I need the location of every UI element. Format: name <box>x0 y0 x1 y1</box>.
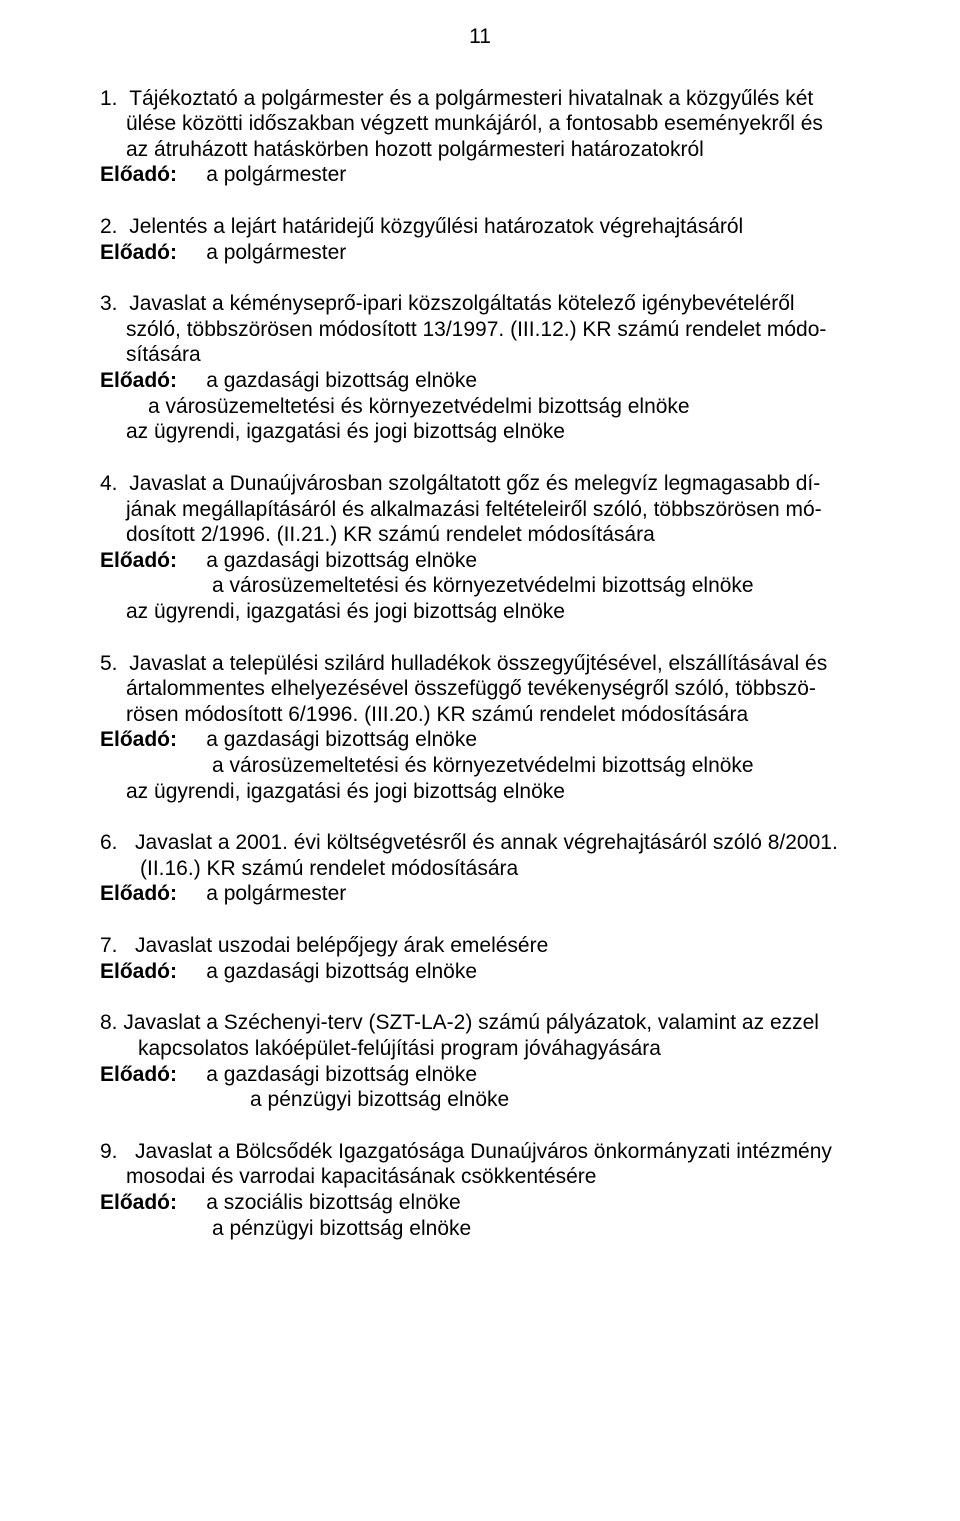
presenter-prefix: Előadó: <box>100 728 177 751</box>
item-title-line: Javaslat a Bölcsődék Igazgatósága Dunaúj… <box>135 1140 832 1163</box>
agenda-item-2: 2. Jelentés a lejárt határidejű közgyűlé… <box>100 214 860 265</box>
item-title-line: sítására <box>100 342 860 368</box>
presenter-prefix: Előadó: <box>100 882 177 905</box>
presenter-name: a polgármester <box>206 163 346 186</box>
item-title-line: jának megállapításáról és alkalmazási fe… <box>100 497 860 523</box>
item-number: 2. <box>100 215 118 238</box>
item-title-line: mosodai és varrodai kapacitásának csökke… <box>100 1164 860 1190</box>
presenter-prefix: Előadó: <box>100 1063 177 1086</box>
presenter-name: a gazdasági bizottság elnöke <box>206 549 477 572</box>
item-title-line: Javaslat uszodai belépőjegy árak emelésé… <box>135 934 548 957</box>
presenter-name: a polgármester <box>206 241 346 264</box>
presenter-prefix: Előadó: <box>100 163 177 186</box>
presenter-name: a pénzügyi bizottság elnöke <box>100 1216 860 1242</box>
presenter-name: a polgármester <box>206 882 346 905</box>
presenter-name: az ügyrendi, igazgatási és jogi bizottsá… <box>100 599 860 625</box>
item-number: 6. <box>100 831 118 854</box>
agenda-item-4: 4. Javaslat a Dunaújvárosban szolgáltato… <box>100 471 860 625</box>
presenter-name: a gazdasági bizottság elnöke <box>206 369 477 392</box>
presenter-name: a városüzemeltetési és környezetvédelmi … <box>100 394 860 420</box>
item-number: 9. <box>100 1140 118 1163</box>
item-title-line: (II.16.) KR számú rendelet módosítására <box>100 856 860 882</box>
agenda-item-7: 7. Javaslat uszodai belépőjegy árak emel… <box>100 933 860 984</box>
agenda-item-8: 8. Javaslat a Széchenyi-terv (SZT-LA-2) … <box>100 1010 860 1112</box>
item-title-line: Javaslat a Dunaújvárosban szolgáltatott … <box>129 472 820 495</box>
presenter-prefix: Előadó: <box>100 241 177 264</box>
agenda-item-6: 6. Javaslat a 2001. évi költségvetésről … <box>100 830 860 907</box>
item-number: 7. <box>100 934 118 957</box>
item-title-line: Javaslat a Széchenyi-terv (SZT-LA-2) szá… <box>123 1011 819 1034</box>
item-title-line: az átruházott hatáskörben hozott polgárm… <box>100 137 860 163</box>
agenda-item-1: 1. Tájékoztató a polgármester és a polgá… <box>100 86 860 188</box>
agenda-item-9: 9. Javaslat a Bölcsődék Igazgatósága Dun… <box>100 1139 860 1241</box>
item-number: 8. <box>100 1011 118 1034</box>
item-title-line: rösen módosított 6/1996. (III.20.) KR sz… <box>100 702 860 728</box>
item-title-line: Jelentés a lejárt határidejű közgyűlési … <box>129 215 743 238</box>
document-page: 11 1. Tájékoztató a polgármester és a po… <box>0 0 960 1307</box>
item-title-line: Javaslat a 2001. évi költségvetésről és … <box>135 831 838 854</box>
presenter-name: az ügyrendi, igazgatási és jogi bizottsá… <box>100 419 860 445</box>
item-title-line: ülése közötti időszakban végzett munkájá… <box>100 111 860 137</box>
presenter-name: a városüzemeltetési és környezetvédelmi … <box>100 753 860 779</box>
agenda-item-5: 5. Javaslat a települési szilárd hulladé… <box>100 651 860 805</box>
item-number: 5. <box>100 652 118 675</box>
presenter-prefix: Előadó: <box>100 1191 177 1214</box>
presenter-name: a pénzügyi bizottság elnöke <box>100 1087 860 1113</box>
item-title-line: Tájékoztató a polgármester és a polgárme… <box>129 87 813 110</box>
item-title-line: dosított 2/1996. (II.21.) KR számú rende… <box>100 522 860 548</box>
presenter-name: a gazdasági bizottság elnöke <box>206 1063 477 1086</box>
presenter-name: a gazdasági bizottság elnöke <box>206 960 477 983</box>
item-number: 3. <box>100 292 118 315</box>
presenter-name: a városüzemeltetési és környezetvédelmi … <box>100 573 860 599</box>
item-title-line: Javaslat a kéményseprő-ipari közszolgált… <box>129 292 794 315</box>
presenter-name: a gazdasági bizottság elnöke <box>206 728 477 751</box>
presenter-prefix: Előadó: <box>100 960 177 983</box>
item-title-line: kapcsolatos lakóépület-felújítási progra… <box>100 1036 860 1062</box>
item-title-line: Javaslat a települési szilárd hulladékok… <box>129 652 827 675</box>
page-number: 11 <box>100 24 860 50</box>
presenter-name: a szociális bizottság elnöke <box>206 1191 460 1214</box>
presenter-prefix: Előadó: <box>100 369 177 392</box>
item-title-line: ártalommentes elhelyezésével összefüggő … <box>100 676 860 702</box>
item-number: 1. <box>100 87 118 110</box>
item-number: 4. <box>100 472 118 495</box>
agenda-item-3: 3. Javaslat a kéményseprő-ipari közszolg… <box>100 291 860 445</box>
presenter-name: az ügyrendi, igazgatási és jogi bizottsá… <box>100 779 860 805</box>
presenter-prefix: Előadó: <box>100 549 177 572</box>
item-title-line: szóló, többszörösen módosított 13/1997. … <box>100 317 860 343</box>
